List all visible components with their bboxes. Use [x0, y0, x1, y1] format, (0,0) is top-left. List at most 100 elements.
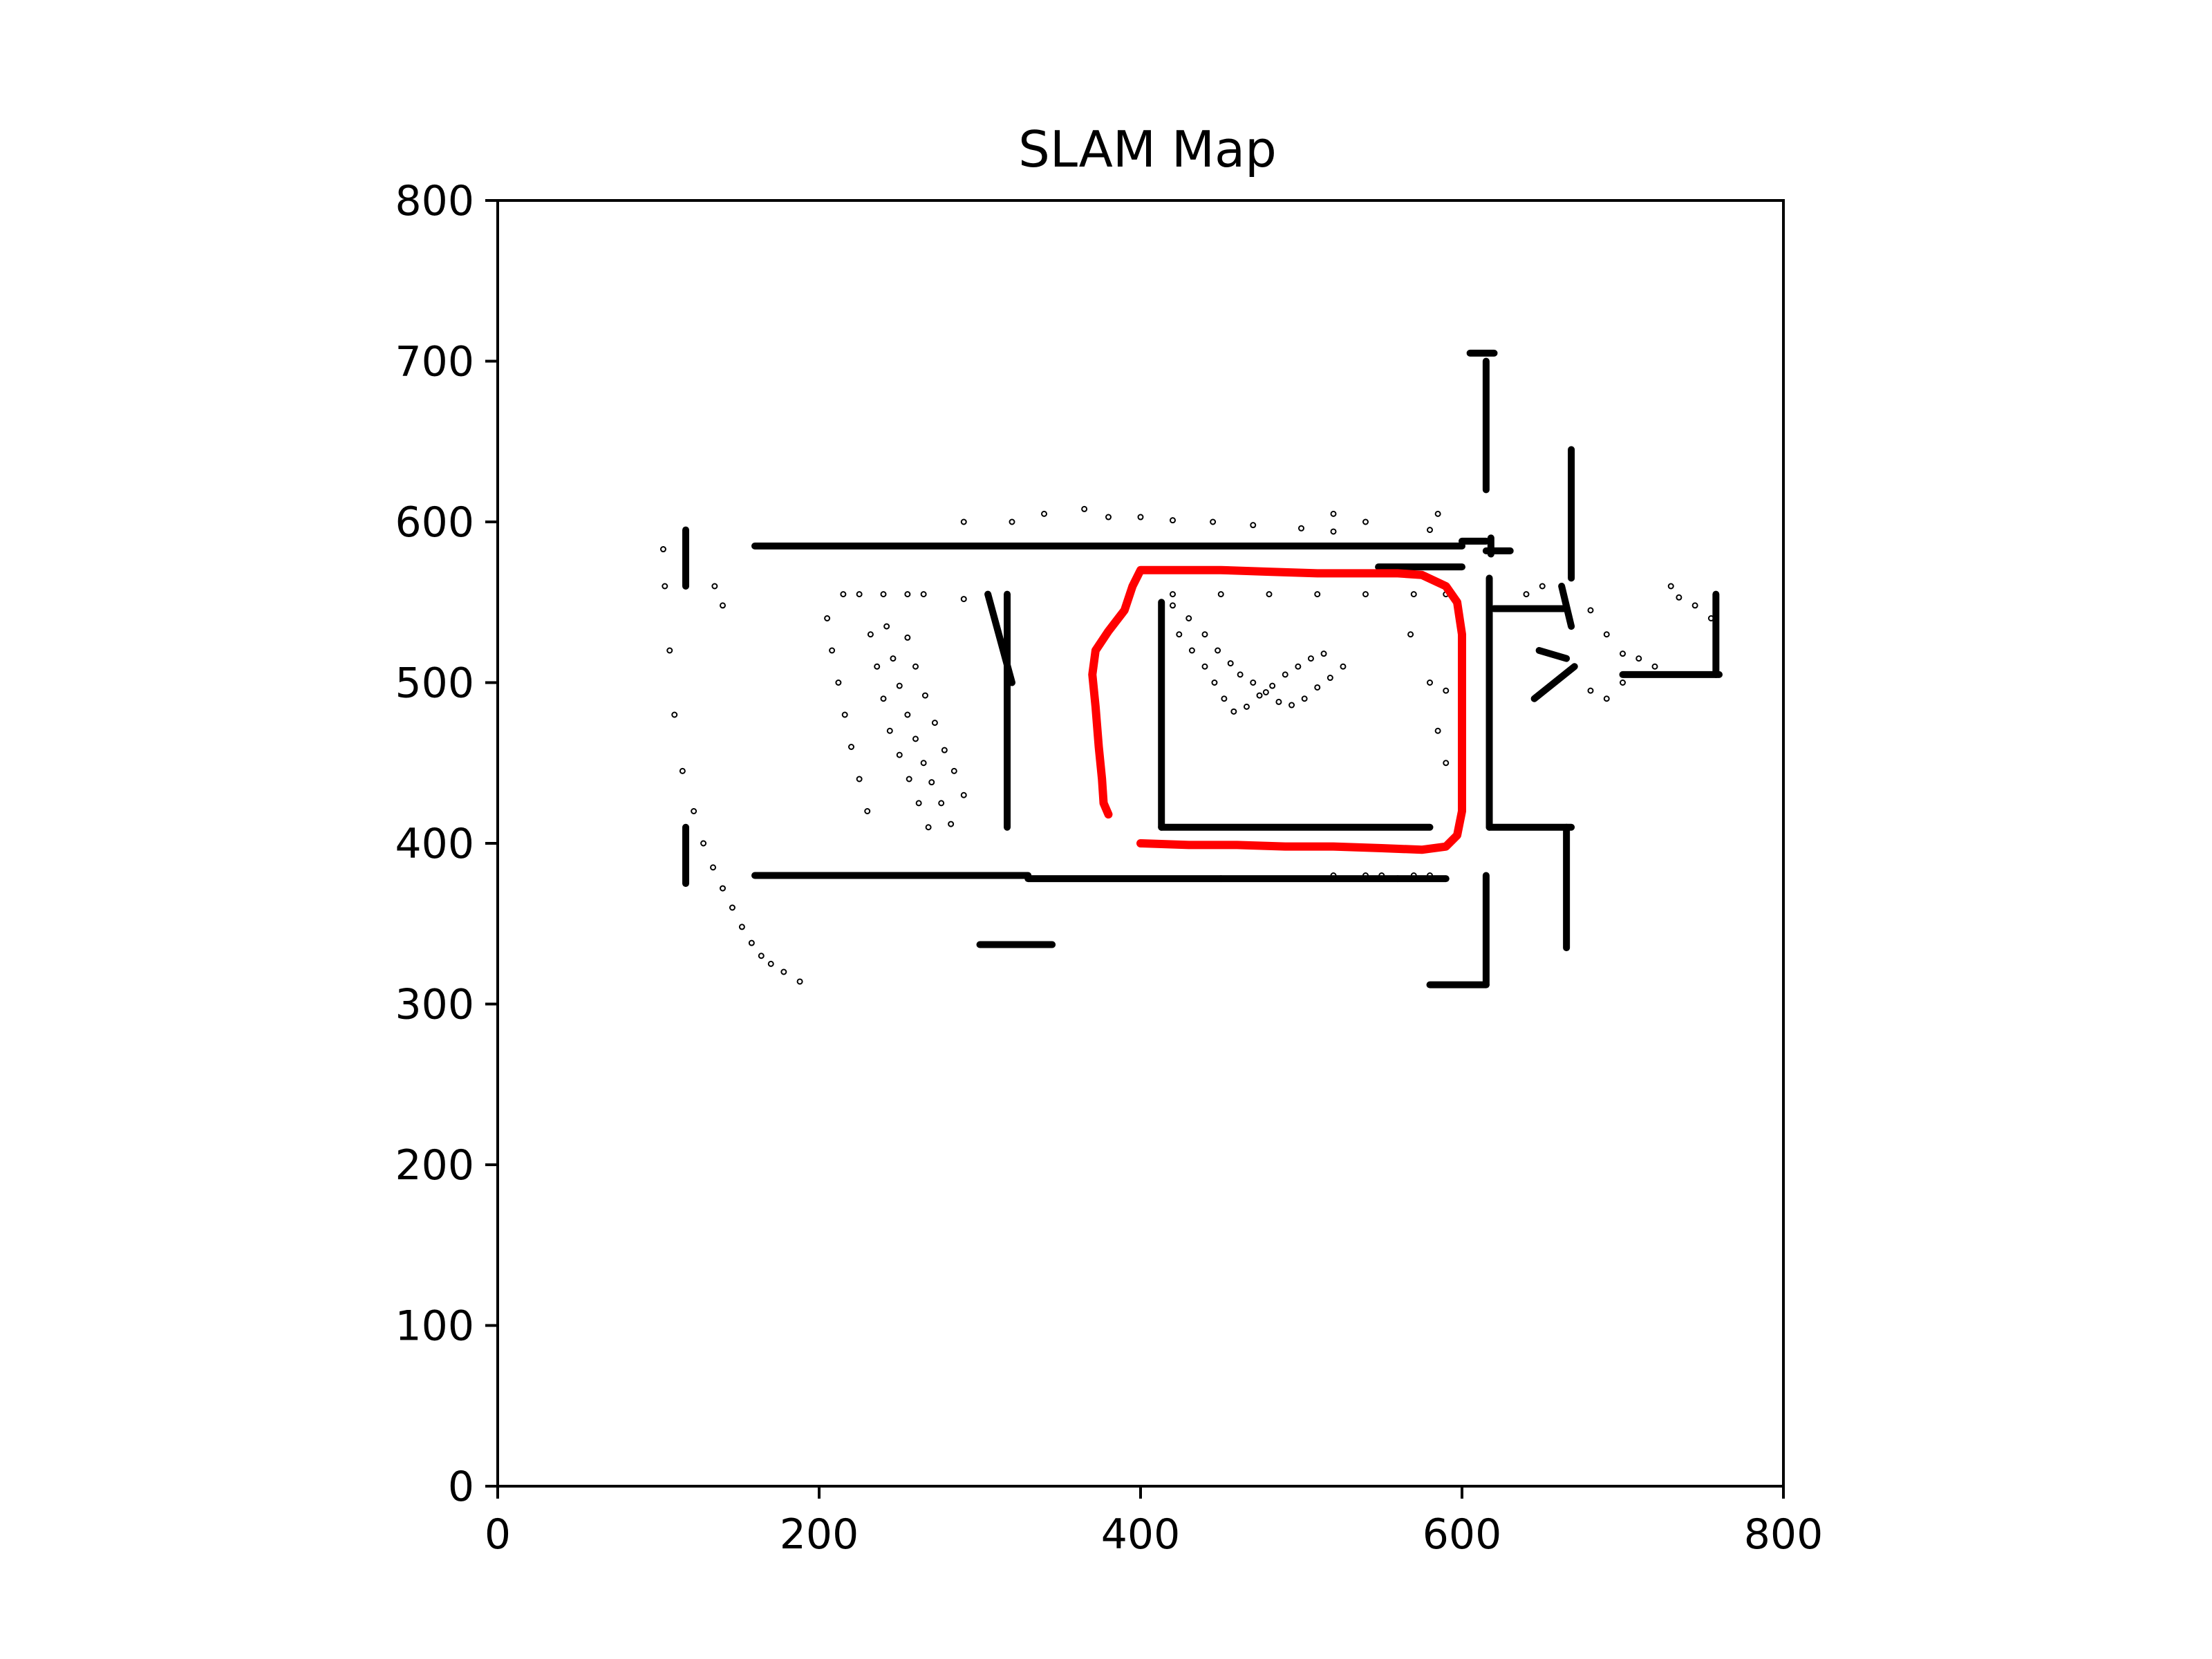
x-tick-label: 400 [1101, 1510, 1181, 1559]
trajectory-point [1091, 703, 1099, 711]
map-point [720, 602, 726, 609]
map-point [1243, 703, 1250, 710]
x-tick-label: 800 [1744, 1510, 1824, 1559]
map-point [856, 776, 863, 782]
map-point [867, 631, 874, 638]
trajectory-point [1100, 799, 1107, 807]
map-point [883, 623, 890, 630]
y-tick-label: 800 [395, 177, 474, 225]
y-axis: 0 100 200 300 400 500 600 700 800 [395, 177, 498, 1511]
trajectory-point [1169, 566, 1177, 574]
map-point [729, 904, 735, 911]
map-point [890, 655, 897, 662]
map-point [1275, 698, 1282, 705]
trajectory-point [1330, 843, 1337, 850]
map-point [1009, 518, 1015, 525]
map-point [767, 960, 774, 967]
chart-title: SLAM Map [1018, 120, 1277, 178]
map-point [1081, 505, 1088, 512]
map-point [1330, 528, 1337, 535]
map-point [671, 711, 678, 718]
map-point [848, 744, 854, 750]
map-point [941, 747, 948, 753]
map-point [874, 663, 881, 670]
map-point [1427, 872, 1433, 879]
map-point [1211, 679, 1218, 686]
trajectory-point [1394, 570, 1401, 577]
map-point [1137, 514, 1144, 521]
map-point [710, 864, 717, 871]
trajectory-point [1137, 566, 1144, 574]
trajectory-point [1137, 840, 1144, 847]
map-point [1362, 518, 1369, 525]
map-point [906, 776, 912, 782]
trajectory-point [1418, 846, 1425, 854]
trajectory-point [1442, 843, 1450, 850]
map-point [1427, 679, 1433, 686]
map-point [1443, 760, 1450, 767]
y-tick-label: 200 [395, 1141, 474, 1190]
map-point [691, 808, 697, 814]
trajectory-point [1362, 570, 1369, 577]
map-walls [682, 349, 1723, 988]
map-point [960, 791, 967, 798]
map-point [1041, 510, 1047, 517]
y-tick-label: 0 [448, 1463, 474, 1511]
trajectory-point [1266, 568, 1273, 576]
map-wall-segment [1535, 647, 1571, 662]
trajectory-point [1217, 566, 1225, 574]
map-point [1250, 679, 1257, 686]
map-point [1523, 591, 1530, 598]
map-point [1210, 518, 1217, 525]
map-point [948, 821, 955, 827]
map-point [1427, 527, 1433, 534]
map-point [1170, 591, 1176, 598]
map-point [938, 800, 945, 807]
map-point [840, 591, 847, 598]
trajectory-point [1282, 843, 1289, 850]
map-point [1256, 692, 1263, 699]
x-axis: 0 200 400 600 800 [485, 1486, 1823, 1559]
x-tick-label: 200 [780, 1510, 859, 1559]
map-point [1250, 522, 1257, 529]
map-point [659, 546, 666, 553]
map-point [904, 591, 911, 598]
map-point [856, 591, 863, 598]
trajectory-point [1459, 807, 1465, 815]
map-point [1185, 615, 1192, 621]
map-point [1288, 702, 1295, 709]
map-point [921, 692, 928, 699]
map-point [1215, 647, 1221, 654]
map-point [1330, 872, 1337, 879]
map-point [1314, 591, 1321, 598]
trajectory-point [1233, 841, 1241, 849]
map-point [679, 767, 686, 774]
trajectory-point [1418, 571, 1425, 579]
map-point [920, 760, 927, 767]
map-point [1691, 602, 1698, 609]
y-tick-label: 300 [395, 981, 474, 1029]
trajectory-point [1442, 583, 1450, 590]
map-point [1620, 650, 1626, 657]
map-point [1269, 682, 1276, 689]
map-point [1410, 872, 1417, 879]
map-point [886, 727, 893, 734]
map-point [1603, 631, 1610, 638]
y-tick-label: 400 [395, 820, 474, 868]
map-point [1410, 591, 1417, 598]
trajectory-point [1098, 776, 1106, 782]
map-point [1201, 663, 1208, 670]
map-point [1707, 615, 1714, 621]
map-point [915, 800, 922, 807]
trajectory-point [1105, 628, 1112, 635]
map-point [720, 885, 726, 892]
map-point [1434, 510, 1441, 517]
map-point [1327, 675, 1333, 682]
map-point [1230, 708, 1237, 715]
map-point [904, 711, 911, 718]
map-point [1434, 727, 1441, 734]
map-point [829, 647, 836, 654]
map-point [912, 663, 919, 670]
map-point [1188, 647, 1195, 654]
